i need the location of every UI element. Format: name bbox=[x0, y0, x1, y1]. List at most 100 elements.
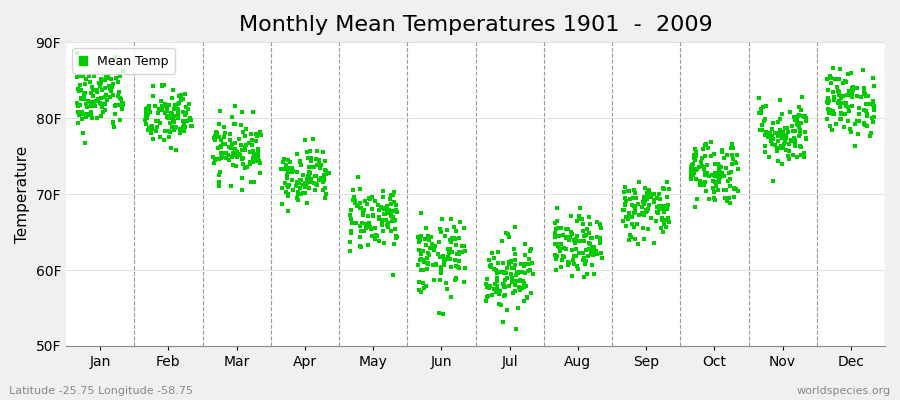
Point bbox=[441, 246, 455, 252]
Point bbox=[86, 86, 101, 93]
Point bbox=[156, 103, 170, 110]
Point bbox=[146, 136, 160, 143]
Point bbox=[432, 310, 446, 316]
Point bbox=[310, 148, 324, 154]
Point bbox=[207, 160, 221, 167]
Point bbox=[491, 260, 505, 266]
Point bbox=[768, 142, 782, 148]
Point bbox=[523, 247, 537, 254]
Point bbox=[584, 235, 598, 242]
Point bbox=[577, 255, 591, 261]
Point bbox=[637, 200, 652, 207]
Point bbox=[652, 191, 666, 198]
Point bbox=[212, 144, 227, 150]
Point bbox=[712, 168, 726, 174]
Point bbox=[794, 120, 808, 126]
Point bbox=[775, 111, 789, 118]
Point bbox=[845, 88, 859, 95]
Point bbox=[833, 94, 848, 101]
Point bbox=[634, 204, 649, 210]
Point bbox=[70, 119, 85, 126]
Point bbox=[93, 83, 107, 89]
Point bbox=[418, 242, 433, 248]
Point bbox=[554, 241, 569, 247]
Point bbox=[161, 113, 176, 120]
Point bbox=[790, 154, 805, 160]
Point bbox=[343, 238, 357, 245]
Point bbox=[75, 109, 89, 115]
Point bbox=[490, 285, 504, 292]
Point bbox=[179, 104, 194, 110]
Point bbox=[76, 92, 91, 98]
Point bbox=[480, 294, 494, 300]
Point bbox=[184, 122, 198, 129]
Point bbox=[706, 178, 720, 184]
Point bbox=[480, 284, 494, 290]
Point bbox=[346, 197, 361, 204]
Point bbox=[98, 76, 112, 83]
Point bbox=[585, 248, 599, 254]
Point bbox=[103, 85, 117, 91]
Point bbox=[832, 116, 847, 122]
Point bbox=[85, 84, 99, 90]
Point bbox=[151, 110, 166, 116]
Point bbox=[499, 230, 513, 236]
Point bbox=[488, 281, 502, 287]
Point bbox=[561, 226, 575, 232]
Point bbox=[721, 178, 735, 185]
Point bbox=[586, 246, 600, 253]
Point bbox=[162, 128, 176, 134]
Point bbox=[846, 84, 860, 91]
Point bbox=[318, 184, 332, 191]
Point bbox=[389, 235, 403, 241]
Point bbox=[797, 114, 812, 121]
Point bbox=[821, 96, 835, 103]
Point bbox=[293, 162, 308, 169]
Point bbox=[508, 277, 523, 284]
Point bbox=[497, 284, 511, 290]
Point bbox=[508, 281, 522, 288]
Point bbox=[570, 218, 584, 224]
Point bbox=[569, 253, 583, 259]
Point bbox=[372, 238, 386, 244]
Point bbox=[771, 145, 786, 151]
Point bbox=[723, 200, 737, 206]
Point bbox=[234, 142, 248, 148]
Point bbox=[173, 130, 187, 136]
Point bbox=[365, 194, 380, 200]
Point bbox=[305, 136, 320, 142]
Point bbox=[100, 96, 114, 103]
Point bbox=[115, 67, 130, 74]
Point bbox=[428, 247, 442, 254]
Point bbox=[443, 246, 457, 252]
Point bbox=[579, 258, 593, 264]
Point bbox=[75, 110, 89, 117]
Point bbox=[84, 111, 98, 117]
Point bbox=[90, 115, 104, 122]
Point bbox=[565, 247, 580, 254]
Point bbox=[172, 100, 186, 106]
Point bbox=[284, 165, 299, 171]
Point bbox=[104, 94, 118, 100]
Point bbox=[367, 236, 382, 242]
Point bbox=[652, 202, 666, 209]
Point bbox=[632, 179, 646, 185]
Point bbox=[176, 118, 190, 124]
Point bbox=[106, 81, 121, 88]
Point bbox=[712, 179, 726, 186]
Point bbox=[574, 215, 589, 222]
Point bbox=[495, 281, 509, 287]
Point bbox=[722, 194, 736, 201]
Point bbox=[707, 172, 722, 178]
Point bbox=[357, 207, 372, 213]
Point bbox=[109, 102, 123, 108]
Title: Monthly Mean Temperatures 1901  -  2009: Monthly Mean Temperatures 1901 - 2009 bbox=[238, 15, 713, 35]
Point bbox=[507, 265, 521, 271]
Point bbox=[245, 142, 259, 148]
Point bbox=[627, 190, 642, 197]
Point bbox=[821, 99, 835, 106]
Point bbox=[164, 115, 178, 122]
Point bbox=[857, 120, 871, 126]
Point bbox=[838, 111, 852, 117]
Point bbox=[620, 216, 634, 222]
